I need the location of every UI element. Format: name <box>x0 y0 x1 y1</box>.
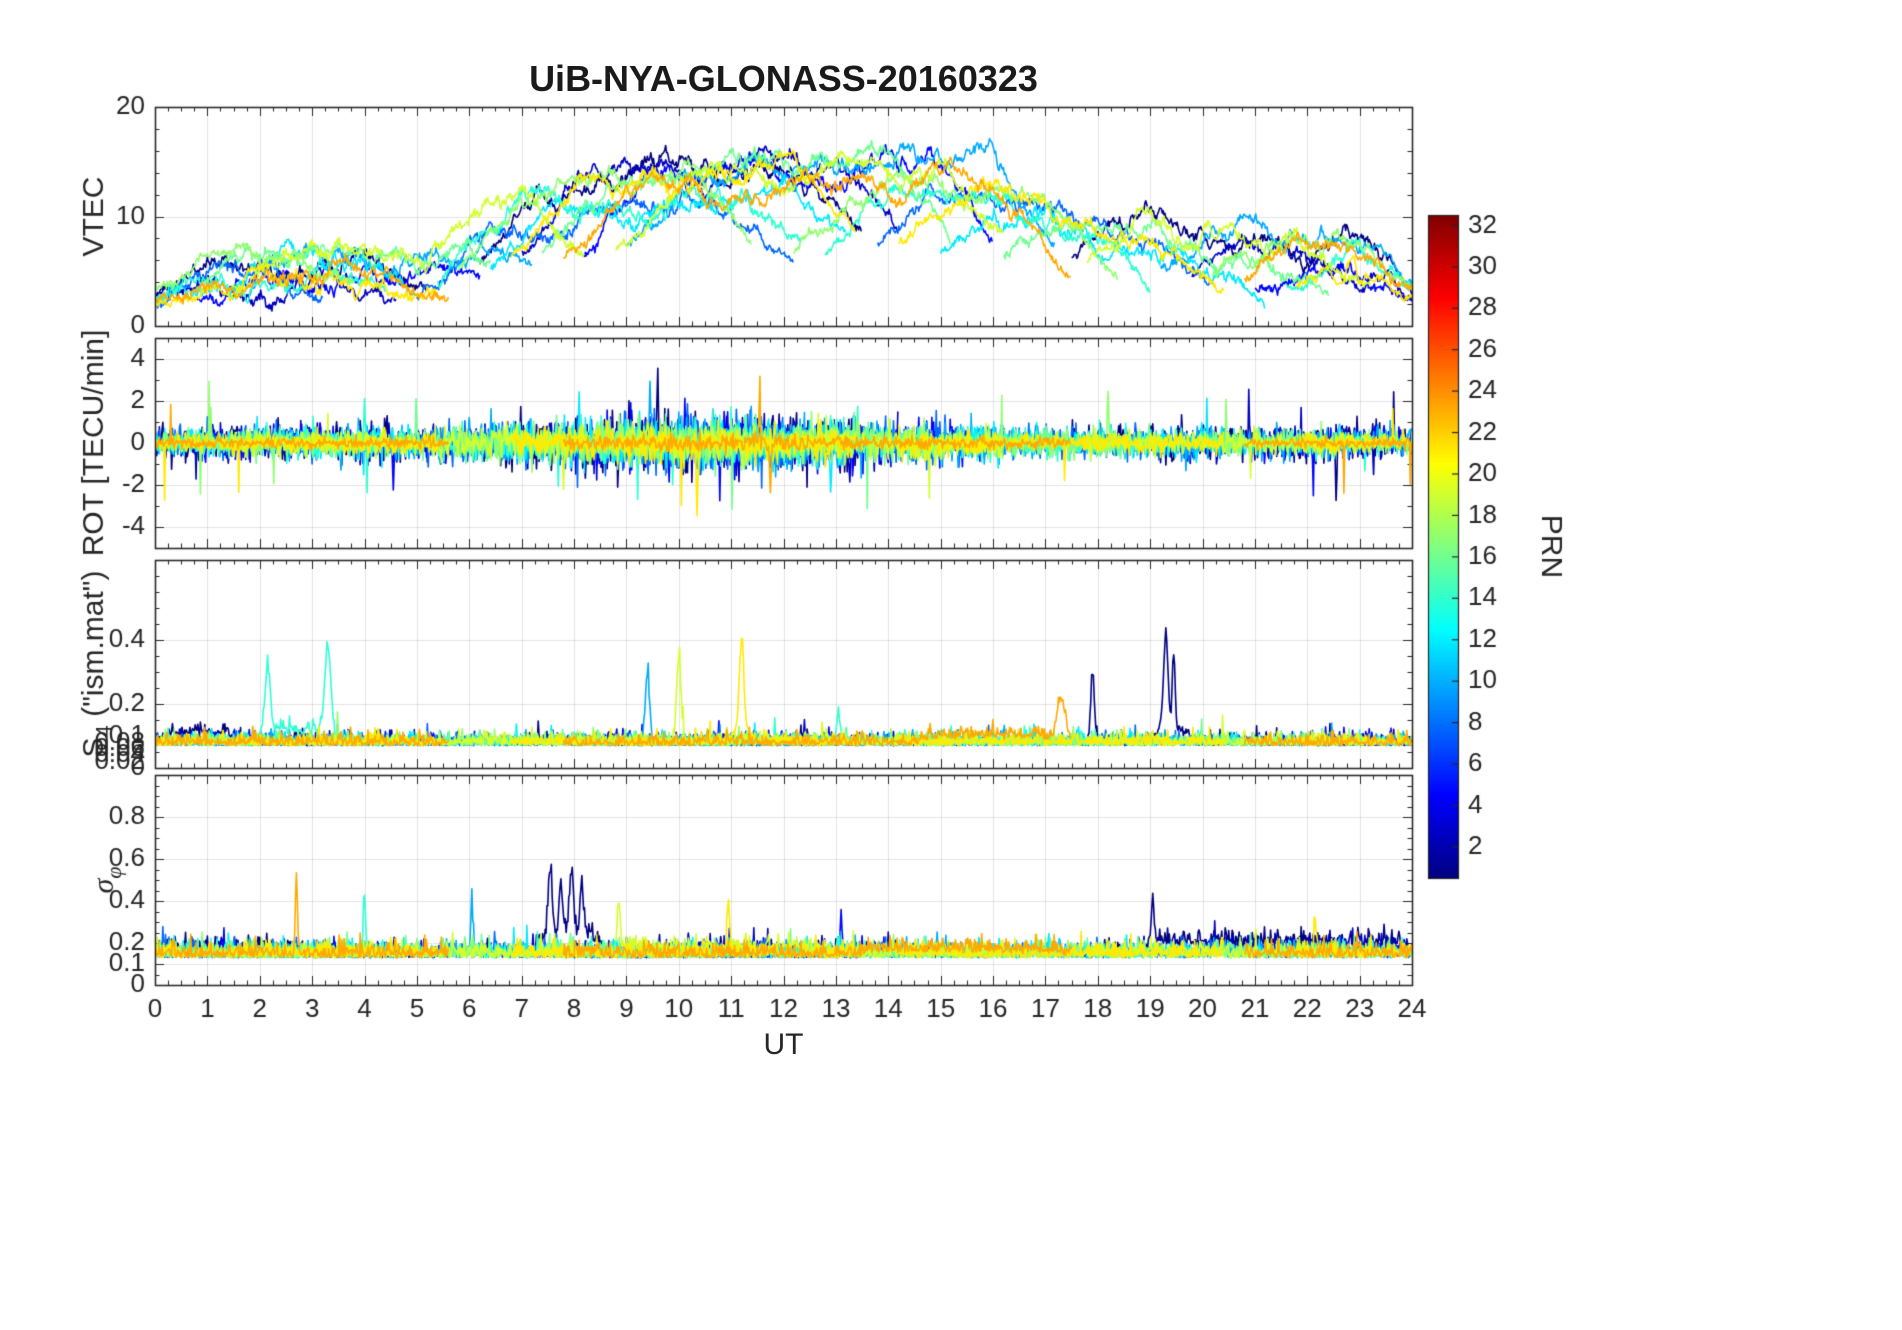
x-axis-label: UT <box>763 1028 804 1061</box>
chart-title: UiB-NYA-GLONASS-20160323 <box>529 58 1038 99</box>
